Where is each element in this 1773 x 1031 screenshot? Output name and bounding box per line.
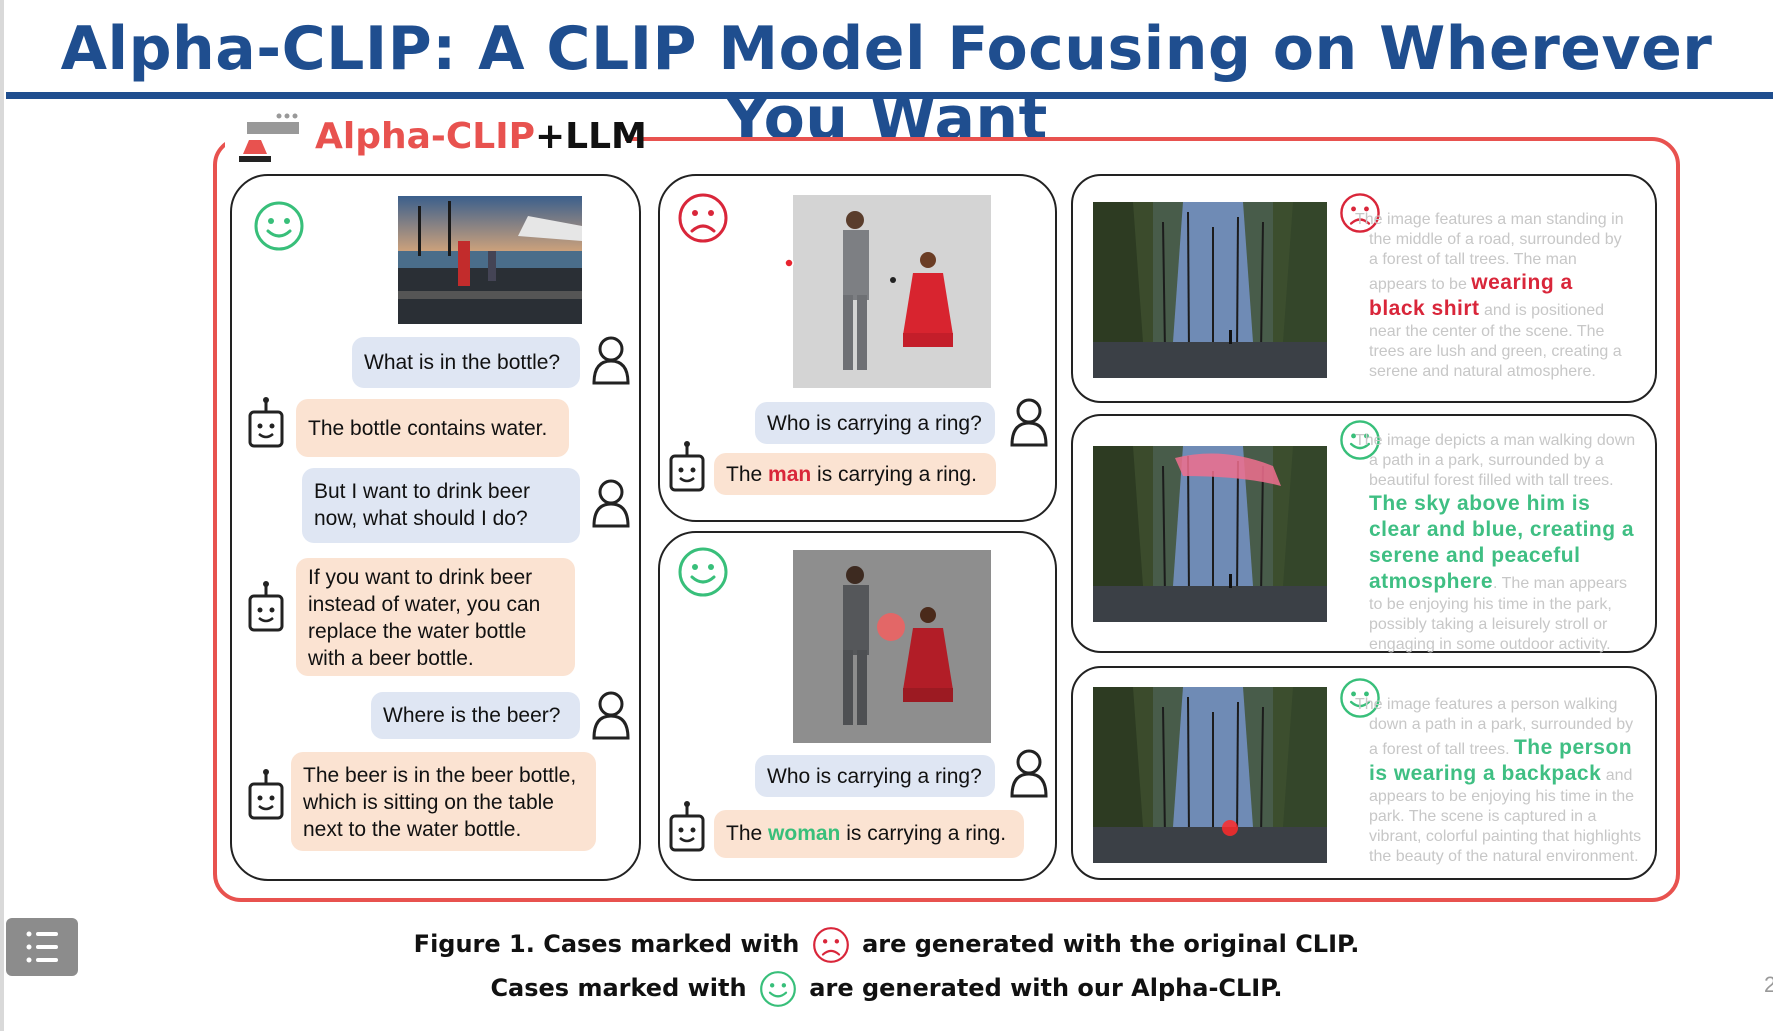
chat-user-message: Who is carrying a ring? (755, 755, 995, 797)
happy-face-icon (678, 547, 728, 597)
sad-face-icon (1340, 193, 1380, 233)
chat-bot-message: The woman is carrying a ring. (714, 810, 1024, 858)
red-dot-marker (784, 258, 794, 268)
bot-avatar-icon (248, 581, 284, 632)
forest-path-photo-sky-mask (1093, 446, 1327, 622)
user-avatar-icon (1010, 749, 1048, 798)
sad-face-icon (812, 927, 849, 963)
happy-face-icon (1340, 420, 1380, 460)
chat-bot-message: If you want to drink beer instead of wat… (296, 558, 575, 676)
figure-frame (213, 137, 1680, 902)
page-number: 2 (1764, 972, 1773, 997)
highlight-word: man (768, 463, 812, 486)
bot-avatar-icon (248, 397, 284, 448)
forest-path-photo-person-mask (1093, 687, 1327, 863)
caption-text: The image features a person walking down… (1355, 696, 1642, 865)
chat-user-message: But I want to drink beer now, what shoul… (302, 468, 580, 543)
user-avatar-icon (592, 479, 630, 528)
logo-plus-llm: +LLM (534, 116, 647, 157)
title-rule (6, 92, 1773, 99)
highlight-phrase: The person is wearing a backpack (1369, 736, 1633, 785)
beach-table-photo (398, 196, 582, 324)
table-of-contents-button[interactable] (6, 918, 78, 976)
proposal-photo (793, 195, 991, 388)
sad-face-icon (678, 193, 728, 243)
chat-bot-message: The man is carrying a ring. (714, 453, 996, 495)
bot-avatar-icon (248, 769, 284, 820)
logo-alpha-clip: Alpha-CLIP (315, 116, 535, 157)
proposal-photo-masked (793, 550, 991, 743)
chat-user-message: What is in the bottle? (352, 337, 580, 388)
highlight-word: woman (768, 822, 841, 845)
user-avatar-icon (592, 691, 630, 740)
bot-avatar-icon (669, 441, 705, 492)
chat-user-message: Where is the beer? (371, 692, 580, 739)
happy-face-icon (760, 971, 796, 1007)
forest-road-photo (1093, 202, 1327, 378)
chat-bot-message: The bottle contains water. (296, 399, 569, 457)
figure-caption-line2: Cases marked with are generated with our… (0, 970, 1773, 1008)
alpha-clip-llm-logo: Alpha-CLIP+LLM (225, 106, 647, 166)
caption-text: The image depicts a man walking down a p… (1355, 432, 1636, 653)
chat-bot-message: The beer is in the beer bottle, which is… (291, 752, 596, 851)
highlight-phrase: The sky above him is clear and blue, cre… (1369, 492, 1635, 593)
figure-caption-line1: Figure 1. Cases marked with are generate… (0, 926, 1773, 964)
left-edge (0, 0, 4, 1031)
happy-face-icon (254, 201, 304, 251)
list-icon (26, 931, 58, 963)
happy-face-icon (1340, 678, 1380, 718)
user-avatar-icon (1010, 398, 1048, 447)
robot-llm-icon (239, 113, 299, 162)
user-avatar-icon (592, 336, 630, 385)
highlight-phrase: wearing a black shirt (1369, 271, 1573, 320)
chat-user-message: Who is carrying a ring? (755, 402, 995, 444)
caption-text: The image features a man standing in the… (1355, 211, 1624, 380)
bot-avatar-icon (669, 801, 705, 852)
